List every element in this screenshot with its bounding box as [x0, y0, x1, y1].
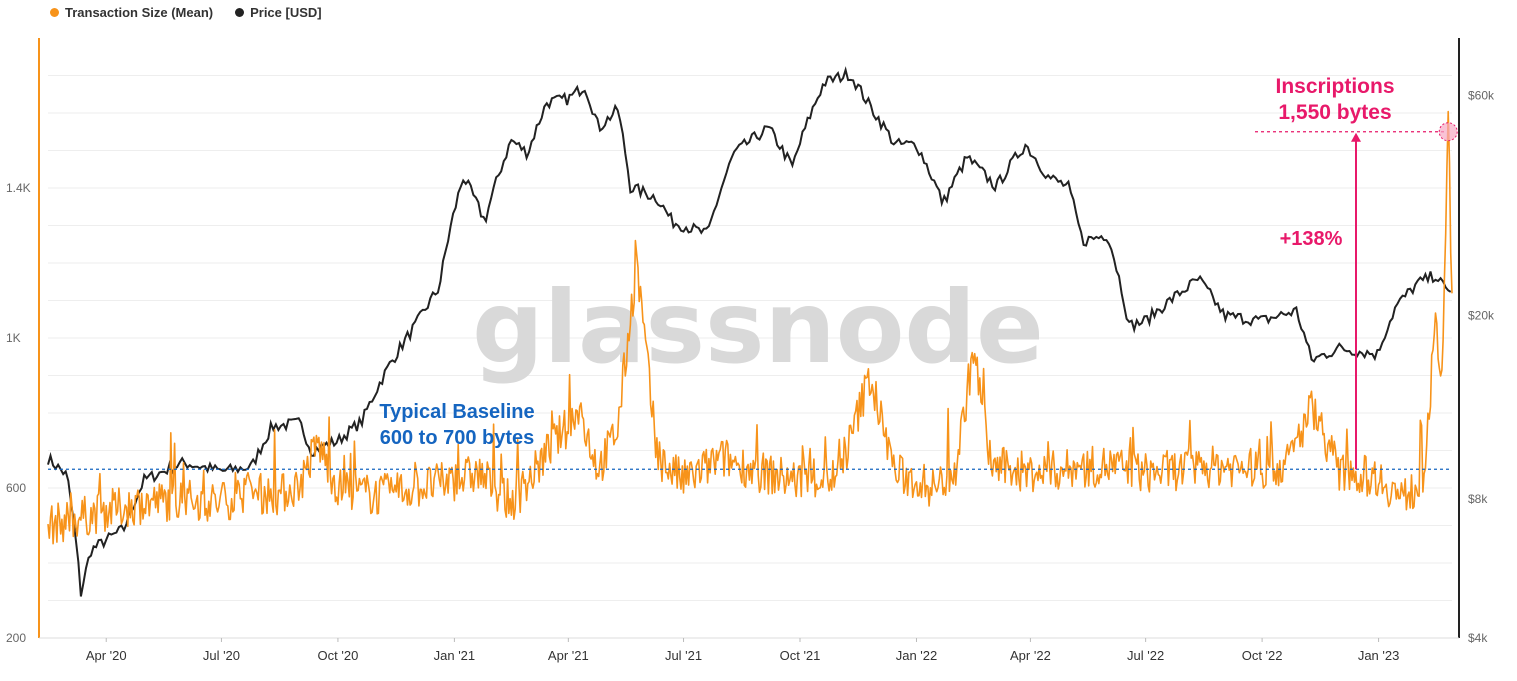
left-tick-label: 200 — [6, 631, 26, 645]
right-tick-label: $8k — [1468, 492, 1488, 506]
x-tick-label: Apr '22 — [1010, 648, 1051, 663]
right-tick-label: $20k — [1468, 309, 1495, 323]
baseline-label-line2: 600 to 700 bytes — [380, 427, 535, 449]
transaction-size-line — [47, 110, 1453, 545]
transaction-size-series — [47, 110, 1453, 545]
legend-dot-price — [235, 8, 245, 17]
x-tick-label: Oct '22 — [1242, 648, 1283, 663]
increase-arrowhead — [1351, 132, 1361, 142]
left-tick-label: 1.4K — [6, 181, 31, 195]
left-tick-label: 1K — [6, 331, 21, 345]
x-tick-label: Jan '21 — [434, 648, 476, 663]
legend-label-price: Price [USD] — [250, 5, 322, 20]
x-tick-label: Jul '22 — [1127, 648, 1164, 663]
x-tick-label: Apr '20 — [86, 648, 127, 663]
legend-item-price[interactable]: Price [USD] — [235, 5, 322, 20]
x-tick-label: Oct '20 — [318, 648, 359, 663]
legend-dot-transaction-size — [50, 8, 59, 17]
x-tick-label: Jul '21 — [665, 648, 702, 663]
right-tick-label: $4k — [1468, 631, 1488, 645]
increase-label: +138% — [1280, 228, 1343, 250]
left-tick-label: 600 — [6, 481, 26, 495]
x-tick-label: Apr '21 — [548, 648, 589, 663]
inscription-marker — [1438, 122, 1458, 142]
watermark: glassnode — [472, 269, 1044, 386]
price-line — [47, 66, 1452, 597]
inscriptions-label-line2: 1,550 bytes — [1278, 101, 1391, 124]
x-tick-label: Oct '21 — [780, 648, 821, 663]
legend-item-transaction-size[interactable]: Transaction Size (Mean) — [50, 5, 213, 20]
chart-grid — [48, 75, 1452, 601]
price-series — [47, 66, 1452, 597]
legend: Transaction Size (Mean) Price [USD] — [50, 5, 322, 20]
x-tick-label: Jul '20 — [203, 648, 240, 663]
x-tick-label: Jan '23 — [1358, 648, 1400, 663]
annotations: Typical Baseline 600 to 700 bytes Inscri… — [48, 75, 1458, 470]
right-tick-label: $60k — [1468, 89, 1495, 103]
inscriptions-label-line1: Inscriptions — [1275, 75, 1394, 98]
legend-label-transaction-size: Transaction Size (Mean) — [65, 5, 214, 20]
chart-axes: 200 600 1K 1.4K $4k $8k $20k $60k Apr '20 Jul '20… — [6, 38, 1495, 663]
baseline-label-line1: Typical Baseline — [379, 401, 534, 423]
x-tick-label: Jan '22 — [896, 648, 938, 663]
